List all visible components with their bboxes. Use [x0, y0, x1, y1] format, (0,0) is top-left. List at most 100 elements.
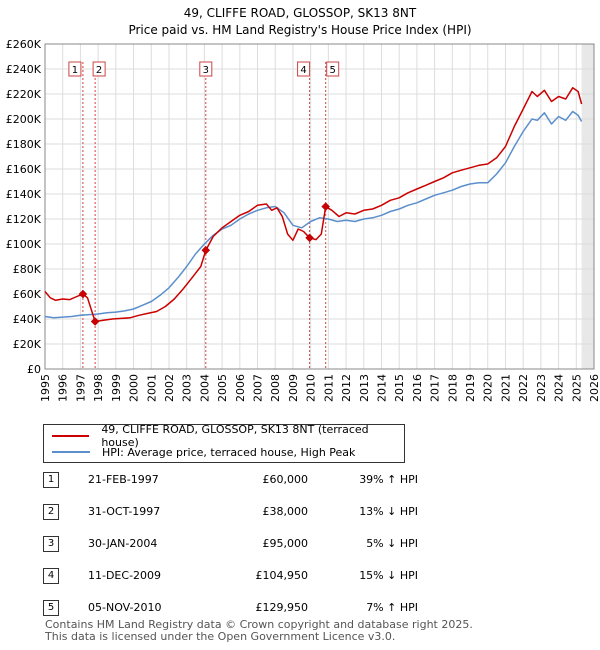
y-tick-label: £40K	[13, 313, 42, 326]
y-tick-label: £220K	[6, 88, 42, 101]
sale-row: 5 05-NOV-2010 £129,950 7% ↑ HPI	[43, 600, 433, 616]
sale-marker	[201, 245, 211, 255]
sale-marker	[305, 233, 314, 243]
y-tick-label: £80K	[13, 263, 42, 276]
sale-number-box	[68, 61, 82, 77]
y-tick-label: £100K	[6, 238, 42, 251]
x-tick-label: 2020	[482, 374, 495, 402]
x-tick-label: 2023	[535, 374, 548, 402]
plot-area	[45, 44, 594, 369]
x-tick-label: 2017	[429, 374, 442, 402]
x-tick-label: 2010	[305, 374, 318, 402]
sale-price: £60,000	[262, 473, 309, 486]
property-price-line	[44, 87, 583, 323]
x-tick-label: 2013	[358, 374, 371, 402]
x-tick-label: 1998	[92, 374, 105, 402]
sale-row: 1 21-FEB-1997 £60,000 39% ↑ HPI	[43, 472, 433, 488]
sale-price: £38,000	[262, 505, 309, 518]
sale-hpi-diff: 5% ↓ HPI	[366, 537, 418, 550]
x-tick-label: 2000	[128, 374, 141, 402]
x-tick-label: 2007	[252, 374, 265, 402]
sale-marker	[321, 202, 331, 211]
sale-marker	[90, 317, 100, 326]
sale-number-box	[326, 61, 340, 77]
x-tick-label: 2019	[464, 374, 477, 402]
sale-date: 11-DEC-2009	[88, 569, 162, 582]
legend-swatch-property	[52, 435, 90, 437]
sale-number-badge: 2	[43, 504, 59, 520]
sale-number-badge: 5	[43, 600, 59, 616]
x-tick-label: 2016	[411, 374, 424, 402]
sale-number-label: 5	[330, 65, 336, 76]
sale-row: 4 11-DEC-2009 £104,950 15% ↓ HPI	[43, 568, 433, 584]
legend-swatch-hpi	[52, 451, 90, 453]
sale-row: 2 31-OCT-1997 £38,000 13% ↓ HPI	[43, 504, 433, 520]
x-tick-label: 2008	[269, 374, 282, 402]
x-tick-label: 2002	[163, 374, 176, 402]
chart-subtitle: Price paid vs. HM Land Registry's House …	[128, 23, 472, 37]
x-tick-label: 2024	[553, 374, 566, 402]
x-tick-label: 2012	[340, 374, 353, 402]
footer-copyright: Contains HM Land Registry data © Crown c…	[45, 618, 473, 631]
y-tick-label: £140K	[6, 188, 42, 201]
x-tick-label: 2006	[234, 374, 247, 402]
plot-frame	[44, 43, 595, 370]
x-tick-label: 2005	[216, 374, 229, 402]
price-chart: £0 £20K £40K £60K £80K £100K £120K £140K £160K £1…	[6, 38, 600, 402]
sale-number-box	[297, 61, 311, 77]
x-tick-label: 2026	[588, 374, 600, 402]
x-tick-label: 2014	[375, 374, 388, 402]
x-tick-label: 2015	[393, 374, 406, 402]
footer-licence: This data is licensed under the Open Gov…	[45, 630, 396, 643]
x-tick-label: 1999	[110, 374, 123, 402]
y-tick-label: £0	[27, 363, 41, 376]
sale-number-label: 2	[96, 65, 102, 76]
x-tick-label: 2025	[570, 374, 583, 402]
footer: Contains HM Land Registry data © Crown c…	[45, 619, 473, 643]
y-tick-label: £120K	[6, 213, 42, 226]
y-tick-label: £180K	[6, 138, 42, 151]
sale-number-box	[199, 61, 213, 77]
sale-date: 30-JAN-2004	[88, 537, 158, 550]
y-tick-label: £20K	[13, 338, 42, 351]
sale-hpi-diff: 39% ↑ HPI	[359, 473, 418, 486]
y-tick-label: £160K	[6, 163, 42, 176]
sale-hpi-diff: 13% ↓ HPI	[359, 505, 418, 518]
x-tick-label: 2009	[287, 374, 300, 402]
sale-row: 3 30-JAN-2004 £95,000 5% ↓ HPI	[43, 536, 433, 552]
legend-item-hpi: HPI: Average price, terraced house, High…	[52, 445, 355, 459]
x-tick-label: 1997	[74, 374, 87, 402]
legend: 49, CLIFFE ROAD, GLOSSOP, SK13 8NT (terr…	[43, 423, 405, 463]
x-tick-label: 2018	[446, 374, 459, 402]
y-tick-label: £260K	[6, 38, 42, 51]
x-tick-label: 2011	[322, 374, 335, 402]
sale-price: £95,000	[262, 537, 309, 550]
sale-date: 31-OCT-1997	[88, 505, 161, 518]
sale-date: 05-NOV-2010	[88, 601, 162, 614]
x-tick-label: 2003	[181, 374, 194, 402]
x-tick-label: 1995	[39, 374, 52, 402]
sale-number-box	[92, 61, 106, 77]
legend-label-hpi: HPI: Average price, terraced house, High…	[102, 445, 356, 459]
sale-number-badge: 1	[43, 472, 59, 488]
sale-hpi-diff: 15% ↓ HPI	[359, 569, 418, 582]
x-tick-label: 2001	[145, 374, 158, 402]
sale-number-badge: 4	[43, 568, 59, 584]
x-tick-label: 2022	[517, 374, 530, 402]
sale-hpi-diff: 7% ↑ HPI	[366, 601, 418, 614]
x-tick-label: 1996	[57, 374, 70, 402]
sale-price: £129,950	[255, 601, 309, 614]
sale-number-label: 4	[300, 65, 306, 76]
legend-item-property: 49, CLIFFE ROAD, GLOSSOP, SK13 8NT (terr…	[52, 423, 404, 449]
chart-title: 49, CLIFFE ROAD, GLOSSOP, SK13 8NT	[183, 6, 417, 20]
future-shade	[581, 44, 594, 369]
sale-number-badge: 3	[43, 536, 59, 552]
x-tick-label: 2021	[499, 374, 512, 402]
legend-label-property: 49, CLIFFE ROAD, GLOSSOP, SK13 8NT (terr…	[101, 423, 369, 449]
sale-price: £104,950	[255, 569, 309, 582]
sale-number-label: 3	[203, 65, 209, 76]
sale-date: 21-FEB-1997	[88, 473, 159, 486]
sale-marker	[78, 289, 88, 299]
y-tick-label: £240K	[6, 63, 42, 76]
x-tick-label: 2004	[198, 374, 211, 402]
